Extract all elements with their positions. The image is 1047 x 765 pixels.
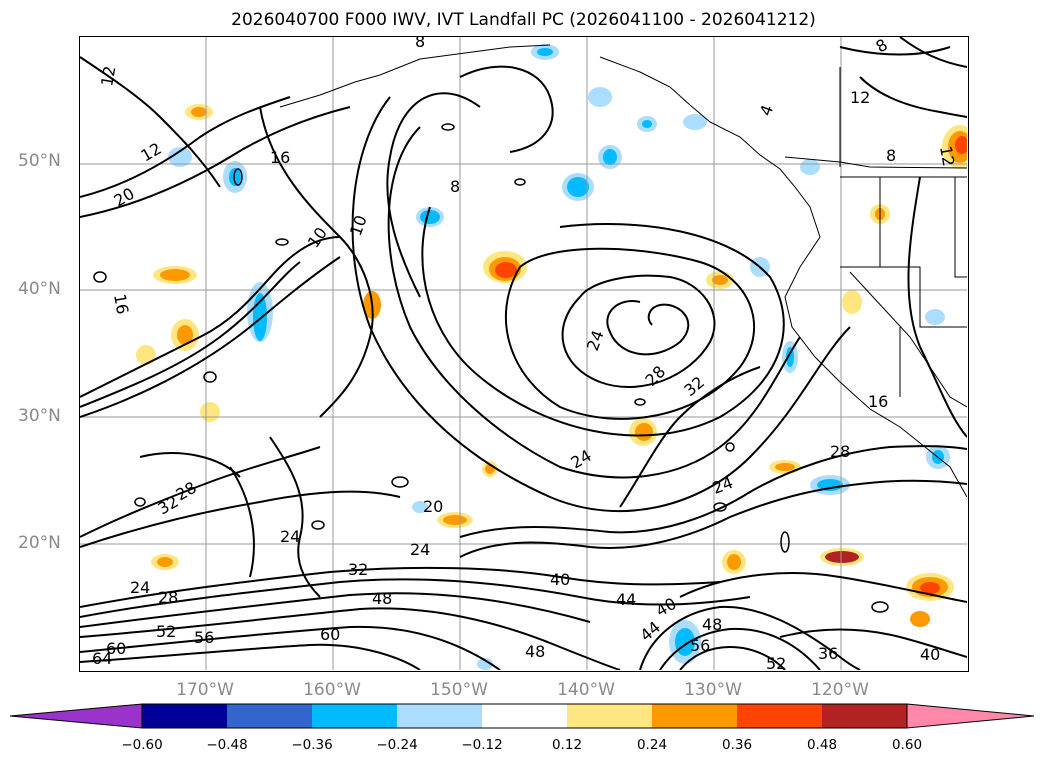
lat-lon-grid [80, 37, 967, 670]
colorbar-tick: −0.12 [461, 737, 503, 753]
contour-label: 10 [346, 213, 371, 239]
colorbar-segment [652, 704, 737, 728]
contour-label: 48 [372, 589, 392, 608]
colorbar-extend-high [906, 703, 1035, 729]
colorbar-tick: 0.36 [721, 737, 753, 753]
lon-label-130w: 130°W [684, 680, 742, 700]
contour-label: 12 [936, 144, 958, 167]
colorbar-tick: −0.24 [376, 737, 418, 753]
contour-label: 60 [320, 625, 340, 644]
contour-label: 28 [830, 442, 850, 461]
contour-label: 24 [130, 578, 150, 597]
contour-label: 28 [158, 588, 178, 607]
lon-label-170w: 170°W [176, 680, 234, 700]
colorbar-segment [312, 704, 397, 728]
contour-label: 4 [756, 102, 777, 118]
colorbar-tick: −0.48 [206, 737, 248, 753]
colorbar-tick: 0.60 [891, 737, 923, 753]
lat-label-20n: 20°N [18, 533, 61, 553]
lon-label-160w: 160°W [303, 680, 361, 700]
colorbar-tick: 0.24 [636, 737, 668, 753]
contour-label: 8 [886, 146, 896, 165]
contour-label: 12 [138, 139, 165, 166]
contour-label: 24 [410, 540, 430, 559]
lon-label-140w: 140°W [557, 680, 615, 700]
contour-label: 16 [868, 392, 888, 411]
colorbar-tick: 0.48 [806, 737, 838, 753]
map-canvas: 12 8 12 16 12 20 16 8 12 8 10 10 8 24 28… [80, 37, 967, 670]
contour-label: 44 [616, 590, 636, 609]
contour-label: 12 [850, 88, 870, 107]
lat-label-40n: 40°N [18, 279, 61, 299]
colorbar-extend-low [10, 703, 143, 729]
contour-label: 32 [348, 560, 368, 579]
contour-label: 16 [270, 148, 290, 167]
contour-label: 44 [636, 617, 664, 645]
contour-label: 48 [525, 642, 545, 661]
colorbar-segment [397, 704, 482, 728]
contour-label: 20 [423, 497, 443, 516]
contour-label: 52 [766, 654, 786, 670]
lat-label-30n: 30°N [18, 406, 61, 426]
contour-label: 52 [156, 622, 176, 641]
colorbar-segment [822, 704, 907, 728]
contour-label: 40 [920, 645, 940, 664]
colorbar-tick: −0.60 [121, 737, 163, 753]
contour-label: 56 [194, 628, 214, 647]
map-panel: 12 8 12 16 12 20 16 8 12 8 10 10 8 24 28… [79, 36, 969, 672]
contour-label: 10 [304, 224, 331, 252]
coastline [279, 44, 967, 498]
contour-label: 8 [450, 177, 460, 196]
lon-label-120w: 120°W [811, 680, 869, 700]
colorbar-segment [142, 704, 227, 728]
lat-label-50n: 50°N [18, 151, 61, 171]
contour-label: 20 [111, 184, 138, 211]
colorbar [10, 703, 1035, 729]
iwv-contours [80, 37, 967, 670]
colorbar-tick: 0.12 [551, 737, 583, 753]
contour-label: 64 [92, 649, 112, 668]
colorbar-segment [227, 704, 312, 728]
contour-label: 8 [415, 37, 425, 51]
contour-label: 24 [568, 446, 595, 473]
contour-label: 40 [550, 570, 570, 589]
contour-label: 16 [110, 292, 132, 315]
anomaly-shading [136, 44, 967, 670]
contour-label: 56 [690, 636, 710, 655]
lon-label-150w: 150°W [430, 680, 488, 700]
colorbar-segment [482, 704, 567, 728]
small-contour-rings [93, 123, 889, 613]
contour-label: 24 [280, 527, 300, 546]
plot-title: 2026040700 F000 IWV, IVT Landfall PC (20… [231, 10, 816, 30]
colorbar-tick: −0.36 [291, 737, 333, 753]
contour-label: 36 [818, 644, 838, 663]
colorbar-segment [737, 704, 822, 728]
contour-label: 48 [702, 615, 722, 634]
contour-label: 40 [653, 594, 680, 621]
contour-label: 12 [97, 64, 119, 87]
contour-label: 60 [106, 639, 126, 658]
colorbar-segment [567, 704, 652, 728]
